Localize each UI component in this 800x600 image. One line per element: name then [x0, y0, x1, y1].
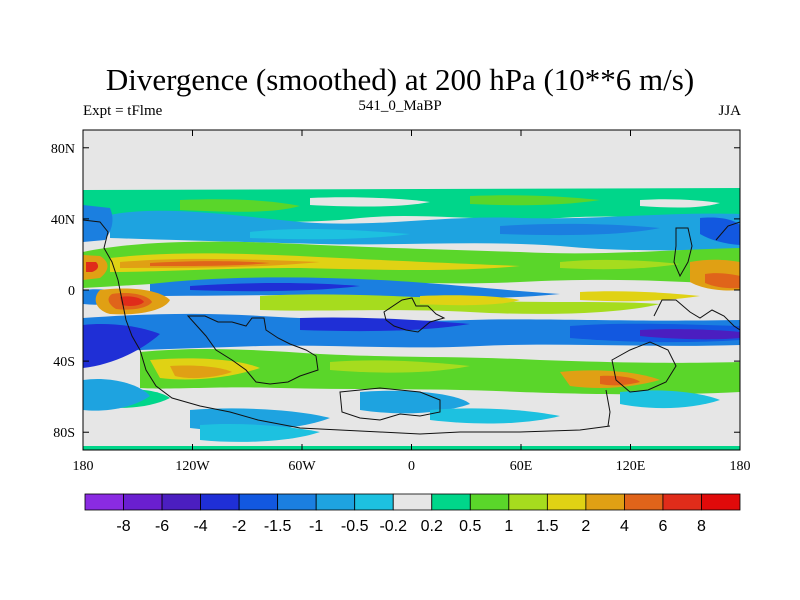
colorbar-swatch: [84, 493, 124, 511]
y-tick-label: 80S: [53, 426, 75, 441]
x-tick-label: 120E: [616, 459, 646, 474]
colorbar-label: 1.5: [536, 518, 558, 535]
colorbar-label: -1.5: [264, 518, 292, 535]
divergence-field: [83, 188, 740, 450]
colorbar-label: -0.2: [379, 518, 407, 535]
colorbar-label: -2: [232, 518, 246, 535]
colorbar-swatch: [123, 493, 163, 511]
colorbar-label: -0.5: [341, 518, 369, 535]
y-tick-label: 40N: [51, 213, 75, 228]
colorbar-swatch: [701, 493, 741, 511]
colorbar-label: 8: [697, 518, 706, 535]
x-tick-label: 60W: [288, 459, 316, 474]
x-tick-label: 180: [73, 459, 94, 474]
colorbar-swatch: [200, 493, 240, 511]
colorbar-label: 6: [658, 518, 667, 535]
colorbar-swatch: [624, 493, 664, 511]
colorbar-label: 0.5: [459, 518, 481, 535]
x-tick-label: 120W: [175, 459, 210, 474]
colorbar-swatch: [546, 493, 587, 511]
x-tick-label: 60E: [510, 459, 533, 474]
colorbar-swatch: [585, 493, 625, 511]
colorbar-label: 4: [620, 518, 629, 535]
experiment-label: Expt = tFlme: [83, 103, 163, 119]
colorbar-swatch: [469, 493, 510, 511]
colorbar-label: 2: [581, 518, 590, 535]
y-tick-label: 80N: [51, 142, 75, 157]
coastlines: [83, 219, 740, 435]
colorbar-label: 0.2: [421, 518, 443, 535]
case-label: 541_0_MaBP: [358, 98, 442, 114]
colorbar-swatch: [238, 493, 279, 511]
colorbar-label: -6: [155, 518, 169, 535]
map-title: Divergence (smoothed) at 200 hPa (10**6 …: [105, 62, 695, 97]
colorbar-swatch: [508, 493, 548, 511]
colorbar-swatch: [431, 493, 471, 511]
y-tick-label: 40S: [53, 355, 75, 370]
x-tick-label: 180: [730, 459, 751, 474]
colorbar-label: -8: [116, 518, 130, 535]
axis-ticks: 180 120W 60W 0 60E 120E 180 80N 40N 0 40S 80S: [51, 130, 751, 474]
colorbar-label: 1: [504, 518, 513, 535]
colorbar-label: -4: [193, 518, 207, 535]
y-tick-label: 0: [68, 284, 75, 299]
colorbar-swatch: [392, 493, 433, 511]
colorbar-swatch: [161, 493, 201, 511]
x-tick-label: 0: [408, 459, 415, 474]
colorbar-swatch: [354, 493, 394, 511]
colorbar-swatch: [315, 493, 356, 511]
colorbar-swatch: [277, 493, 317, 511]
colorbar: -8 -6 -4 -2 -1.5 -1 -0.5 -0.2 0.2 0.5 1 1.5 2 4 6 8: [84, 493, 741, 535]
colorbar-swatch: [662, 493, 702, 511]
season-label: JJA: [718, 103, 741, 119]
colorbar-label: -1: [309, 518, 323, 535]
